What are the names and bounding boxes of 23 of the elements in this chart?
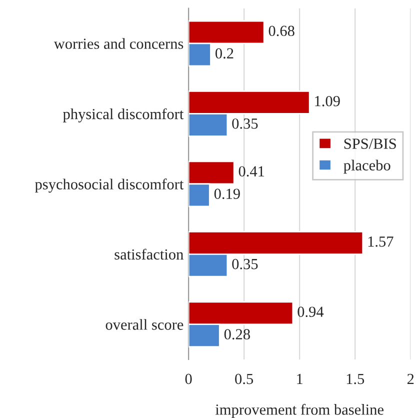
x-tick-label: 0 xyxy=(185,374,192,384)
x-axis-title: improvement from baseline xyxy=(215,404,384,418)
data-label: 0.2 xyxy=(216,48,234,59)
y-tick-label: worries and concerns xyxy=(54,38,184,49)
data-label: 0.35 xyxy=(232,258,258,270)
x-tick-label: 1 xyxy=(297,374,302,384)
data-label: 0.19 xyxy=(214,188,240,200)
x-tick-label: 0.5 xyxy=(235,374,254,384)
data-label: 1.09 xyxy=(315,96,340,106)
data-label: 0.35 xyxy=(232,118,258,129)
x-tick-label: 1.5 xyxy=(346,374,364,384)
y-tick-label: psychosocial discomfort xyxy=(35,178,184,193)
data-label: 0.41 xyxy=(238,166,264,177)
y-tick-label: physical discomfort xyxy=(63,108,184,122)
data-label: 0.94 xyxy=(298,306,324,318)
legend-label: SPS/BIS xyxy=(344,138,396,149)
y-tick-label: overall score xyxy=(106,319,184,330)
x-tick-label: 2 xyxy=(407,374,414,384)
data-label: 0.68 xyxy=(268,26,294,36)
data-label: 0.28 xyxy=(224,329,250,340)
legend-label: placebo xyxy=(344,160,390,174)
y-tick-label: satisfaction xyxy=(114,248,184,260)
data-label: 1.57 xyxy=(368,236,394,247)
